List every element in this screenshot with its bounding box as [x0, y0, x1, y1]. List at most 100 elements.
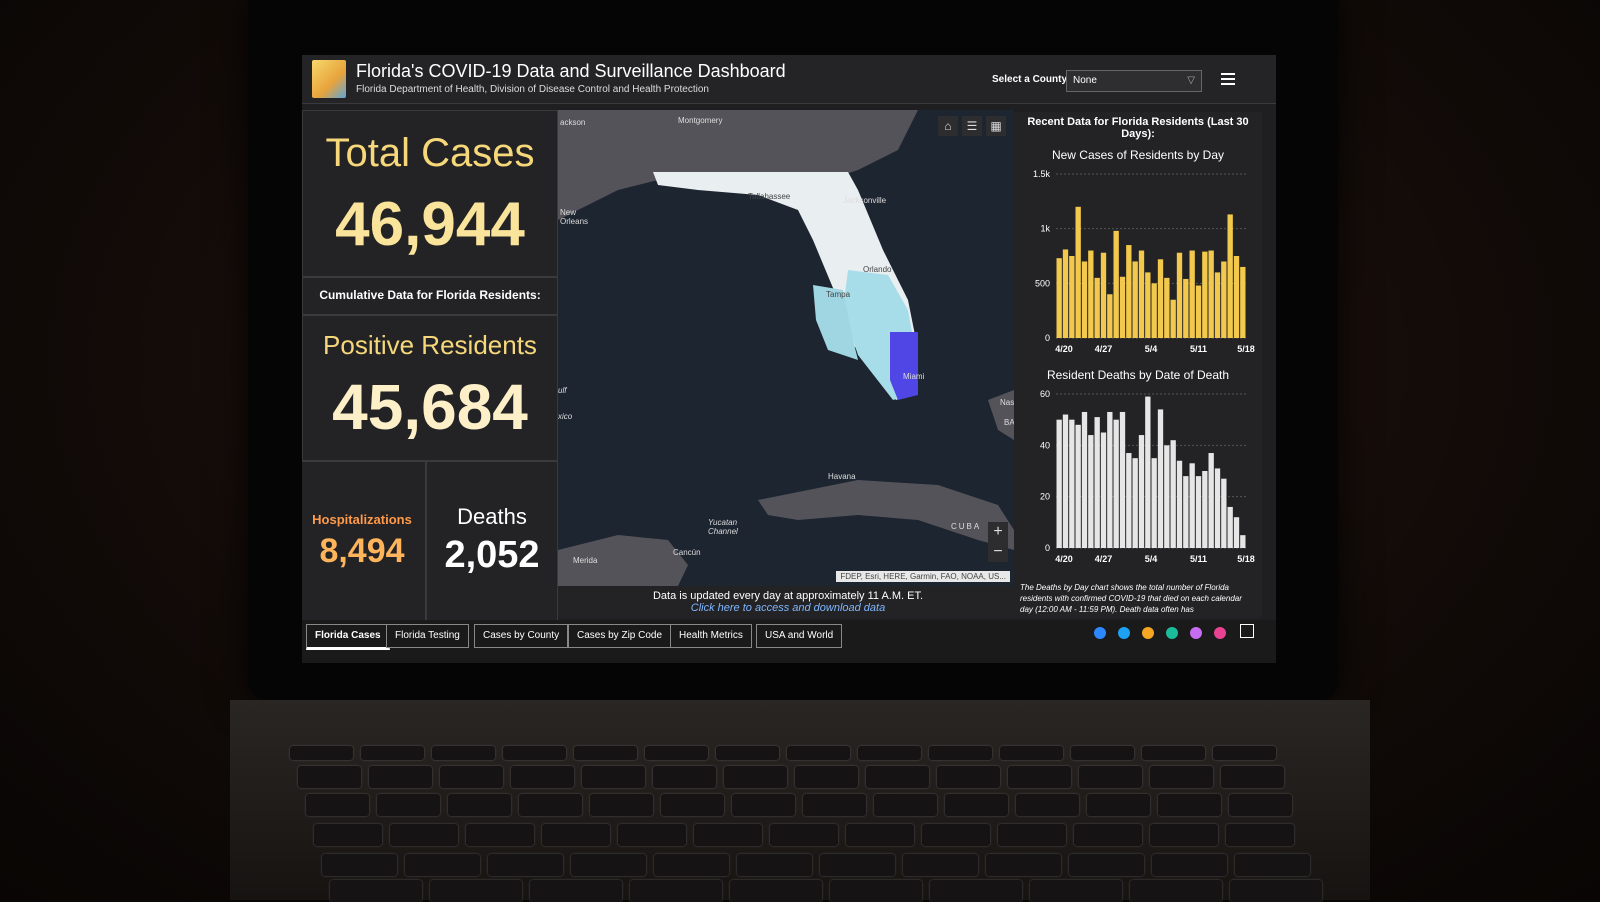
- bar[interactable]: [1151, 283, 1157, 338]
- bar[interactable]: [1202, 251, 1208, 338]
- bar[interactable]: [1094, 417, 1100, 548]
- bar[interactable]: [1164, 277, 1170, 338]
- keyboard-key: [737, 854, 812, 876]
- bar[interactable]: [1214, 468, 1221, 548]
- bar[interactable]: [1094, 277, 1100, 338]
- bar[interactable]: [1208, 453, 1214, 548]
- hospitalizations-value: 8,494: [319, 532, 405, 570]
- page-title: Florida's COVID-19 Data and Surveillance…: [356, 61, 786, 81]
- bar[interactable]: [1233, 256, 1240, 338]
- bar[interactable]: [1240, 266, 1246, 338]
- bar[interactable]: [1221, 478, 1227, 548]
- share-icon[interactable]: [1166, 627, 1178, 639]
- keyboard-key: [530, 880, 622, 902]
- twitter-icon[interactable]: [1118, 627, 1130, 639]
- bar[interactable]: [1056, 419, 1062, 548]
- bar[interactable]: [1227, 214, 1233, 338]
- positive-residents-value: 45,684: [332, 371, 528, 443]
- bar[interactable]: [1202, 471, 1208, 548]
- bar[interactable]: [1214, 272, 1221, 338]
- bar[interactable]: [1151, 458, 1157, 548]
- bar[interactable]: [1075, 424, 1081, 548]
- bar[interactable]: [1100, 252, 1107, 338]
- bar[interactable]: [1233, 517, 1240, 548]
- zoom-in-icon[interactable]: +: [993, 523, 1003, 540]
- bar[interactable]: [1227, 506, 1233, 548]
- bar[interactable]: [1113, 419, 1119, 548]
- share-icon[interactable]: [1214, 627, 1226, 639]
- bar[interactable]: [1088, 250, 1094, 338]
- bar[interactable]: [1183, 476, 1189, 548]
- external-link-icon[interactable]: [1240, 624, 1254, 638]
- cases-chart-title: New Cases of Residents by Day: [1051, 148, 1225, 162]
- bar[interactable]: [1164, 445, 1170, 548]
- facebook-icon[interactable]: [1094, 627, 1106, 639]
- positive-residents-panel: Positive Residents 45,684: [302, 315, 558, 461]
- bar[interactable]: [1195, 476, 1202, 548]
- bar[interactable]: [1189, 250, 1195, 338]
- keyboard-key: [582, 766, 645, 788]
- tab-cases-by-county[interactable]: Cases by County: [474, 624, 569, 648]
- share-icon[interactable]: [1142, 627, 1154, 639]
- home-icon[interactable]: ⌂: [938, 116, 958, 136]
- bar[interactable]: [1170, 440, 1176, 548]
- basemap-gallery-icon[interactable]: ▦: [986, 116, 1006, 136]
- total-cases-panel: Total Cases 46,944: [302, 110, 558, 277]
- download-data-link[interactable]: Click here to access and download data: [690, 602, 886, 614]
- bar[interactable]: [1157, 409, 1164, 548]
- bar[interactable]: [1107, 294, 1113, 338]
- bar[interactable]: [1157, 259, 1164, 338]
- keyboard-key: [929, 746, 992, 760]
- keyboard-key: [432, 746, 495, 760]
- keyboard-key: [1235, 854, 1310, 876]
- bar[interactable]: [1221, 261, 1227, 338]
- legend-icon[interactable]: ☰: [962, 116, 982, 136]
- bar[interactable]: [1075, 206, 1081, 338]
- bar[interactable]: [1088, 435, 1094, 548]
- bar[interactable]: [1170, 299, 1176, 338]
- county-select[interactable]: None ▽: [1066, 70, 1202, 92]
- bar[interactable]: [1176, 252, 1183, 338]
- bar[interactable]: [1062, 249, 1069, 338]
- keyboard-key: [903, 854, 978, 876]
- y-tick-label: 1k: [1040, 224, 1050, 234]
- bar[interactable]: [1145, 272, 1151, 338]
- bar[interactable]: [1208, 250, 1214, 338]
- bar[interactable]: [1100, 432, 1107, 549]
- bar[interactable]: [1195, 285, 1202, 338]
- bar[interactable]: [1145, 396, 1151, 548]
- map-basemap: [558, 110, 1014, 586]
- bar[interactable]: [1069, 256, 1075, 338]
- bar[interactable]: [1107, 411, 1113, 548]
- bar[interactable]: [1132, 261, 1138, 338]
- bar[interactable]: [1240, 535, 1246, 548]
- zoom-out-icon[interactable]: −: [993, 543, 1003, 560]
- bar[interactable]: [1132, 458, 1138, 548]
- bar[interactable]: [1138, 435, 1145, 548]
- bar[interactable]: [1069, 419, 1075, 548]
- share-icon[interactable]: [1190, 627, 1202, 639]
- bar[interactable]: [1113, 230, 1119, 338]
- deaths-value: 2,052: [444, 534, 540, 576]
- keyboard-key: [937, 766, 1000, 788]
- tab-florida-cases[interactable]: Florida Cases: [306, 624, 390, 650]
- tab-florida-testing[interactable]: Florida Testing: [386, 624, 469, 648]
- tab-cases-by-zip[interactable]: Cases by Zip Code: [568, 624, 672, 648]
- bar[interactable]: [1126, 453, 1132, 548]
- tab-usa-and-world[interactable]: USA and World: [756, 624, 843, 648]
- florida-map[interactable]: ackson Montgomery New Orleans Tallahasse…: [558, 110, 1014, 586]
- bar[interactable]: [1119, 276, 1126, 338]
- bar[interactable]: [1081, 261, 1088, 338]
- bar[interactable]: [1189, 463, 1195, 548]
- bar[interactable]: [1119, 411, 1126, 548]
- hamburger-menu-icon[interactable]: [1221, 73, 1235, 85]
- bar[interactable]: [1138, 250, 1145, 338]
- tab-health-metrics[interactable]: Health Metrics: [670, 624, 752, 648]
- bar[interactable]: [1062, 414, 1069, 548]
- bar[interactable]: [1081, 411, 1088, 548]
- bar[interactable]: [1176, 460, 1183, 548]
- keyboard-key: [590, 794, 653, 816]
- bar[interactable]: [1126, 245, 1132, 338]
- bar[interactable]: [1183, 278, 1189, 338]
- bar[interactable]: [1056, 258, 1062, 338]
